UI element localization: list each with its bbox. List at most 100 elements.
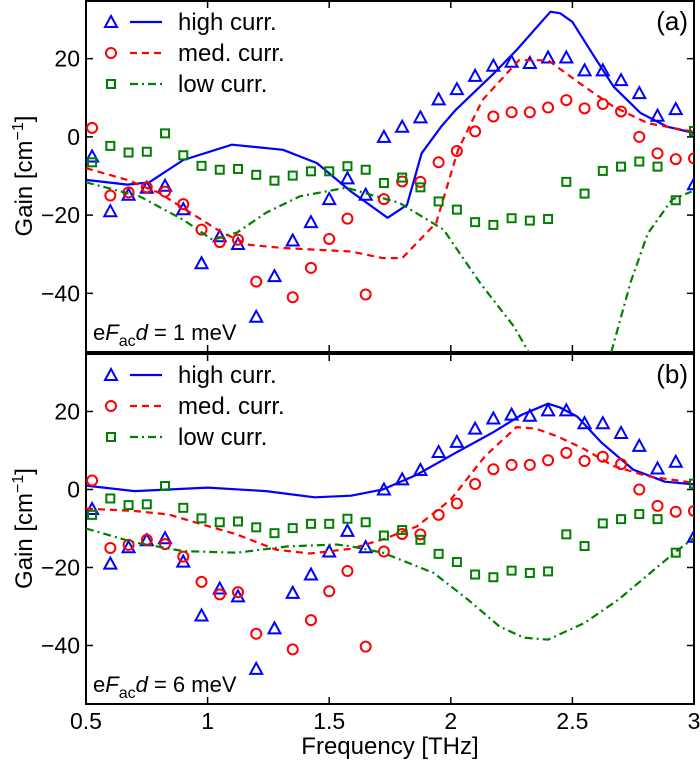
data-point-square xyxy=(524,215,535,226)
data-point-triangle xyxy=(102,555,119,570)
series-group xyxy=(86,402,694,675)
annotation-value: = 1 meV xyxy=(148,320,237,345)
data-point-triangle xyxy=(649,460,666,475)
data-point-square xyxy=(616,514,627,525)
data-point-circle xyxy=(615,458,628,471)
annotation-prefix: e xyxy=(93,320,105,345)
data-point-circle xyxy=(560,446,573,459)
legend-marker-square xyxy=(106,79,116,89)
legend-label: low curr. xyxy=(178,424,267,451)
annotation-subscript: ac xyxy=(119,685,136,702)
data-point-triangle xyxy=(522,407,538,422)
annotation-prefix: e xyxy=(93,672,105,697)
data-point-square xyxy=(378,178,389,189)
data-point-square xyxy=(141,499,152,510)
data-point-square xyxy=(360,517,371,528)
data-point-square xyxy=(196,160,207,171)
data-point-square xyxy=(634,156,645,167)
y-tick-label: 0 xyxy=(67,124,80,150)
x-tick-label: 0.5 xyxy=(70,708,102,734)
data-point-circle xyxy=(615,105,628,118)
data-point-triangle xyxy=(595,62,611,77)
data-point-circle xyxy=(578,455,591,468)
data-point-square xyxy=(196,513,207,524)
data-point-triangle xyxy=(193,607,210,622)
x-axis-label: Frequency [THz] xyxy=(301,733,478,760)
x-tick-label: 1.5 xyxy=(313,708,345,734)
legend-marker-triangle xyxy=(103,366,119,381)
data-point-triangle xyxy=(576,415,593,430)
data-point-square xyxy=(506,213,517,224)
data-point-square xyxy=(160,480,171,491)
field-annotation: eFacd = 1 meV xyxy=(93,320,237,350)
data-point-circle xyxy=(286,291,299,304)
data-point-triangle xyxy=(649,107,666,122)
x-tick-label: 2 xyxy=(444,708,457,734)
data-point-square xyxy=(561,176,572,187)
y-tick-label: −40 xyxy=(41,280,80,306)
data-point-circle xyxy=(159,538,172,551)
data-point-triangle xyxy=(412,109,429,124)
data-point-square xyxy=(305,166,316,177)
data-point-circle xyxy=(688,152,694,165)
data-point-square xyxy=(451,557,462,568)
annotation-subscript: ac xyxy=(119,333,136,350)
data-point-triangle xyxy=(248,660,264,675)
data-point-square xyxy=(251,522,262,533)
data-point-triangle xyxy=(485,410,502,425)
data-point-square xyxy=(269,528,280,539)
data-point-circle xyxy=(596,98,609,111)
data-point-triangle xyxy=(339,170,356,185)
y-tick-label: −40 xyxy=(41,633,80,659)
data-point-square xyxy=(433,548,444,559)
data-point-circle xyxy=(177,550,190,563)
data-point-triangle xyxy=(157,530,173,545)
data-point-circle xyxy=(487,110,500,123)
data-point-circle xyxy=(250,627,263,640)
data-point-triangle xyxy=(430,443,447,459)
annotation-F: F xyxy=(105,320,120,345)
model-curve-square xyxy=(86,181,693,352)
data-point-square xyxy=(488,572,499,583)
data-point-triangle xyxy=(120,186,137,201)
data-point-circle xyxy=(633,130,646,143)
data-point-triangle xyxy=(467,420,483,435)
data-point-circle xyxy=(323,232,336,245)
data-point-triangle xyxy=(102,203,119,218)
data-point-circle xyxy=(432,156,445,169)
data-point-square xyxy=(342,161,353,172)
data-point-triangle xyxy=(613,72,629,87)
data-point-triangle xyxy=(412,461,429,476)
data-point-square xyxy=(214,517,225,528)
y-tick-label: 20 xyxy=(54,46,80,72)
data-point-circle xyxy=(232,586,244,599)
annotation-d: d xyxy=(136,672,149,697)
data-point-triangle xyxy=(576,62,593,77)
data-point-square xyxy=(360,164,371,175)
data-point-triangle xyxy=(467,67,483,82)
data-point-circle xyxy=(250,275,263,288)
data-point-square xyxy=(524,567,535,578)
data-point-circle xyxy=(469,478,482,491)
legend-marker-square xyxy=(106,432,116,442)
model-curve-circle xyxy=(86,59,694,260)
data-point-square xyxy=(397,172,408,183)
data-point-circle xyxy=(688,504,694,517)
data-point-circle xyxy=(104,189,117,202)
data-point-circle xyxy=(505,106,518,119)
model-curve-square xyxy=(86,527,694,641)
data-point-triangle xyxy=(193,255,210,270)
data-point-square xyxy=(689,478,694,489)
data-point-circle xyxy=(669,153,682,166)
data-point-square xyxy=(178,150,189,161)
data-point-triangle xyxy=(248,308,264,323)
data-point-triangle xyxy=(303,566,319,581)
data-point-triangle xyxy=(449,81,465,96)
data-point-triangle xyxy=(376,128,392,143)
data-point-triangle xyxy=(321,190,337,206)
data-point-triangle xyxy=(503,53,520,68)
data-point-square xyxy=(597,165,608,176)
y-label-superscript: −1 xyxy=(10,475,27,493)
data-point-circle xyxy=(359,640,372,653)
data-point-triangle xyxy=(686,528,694,543)
